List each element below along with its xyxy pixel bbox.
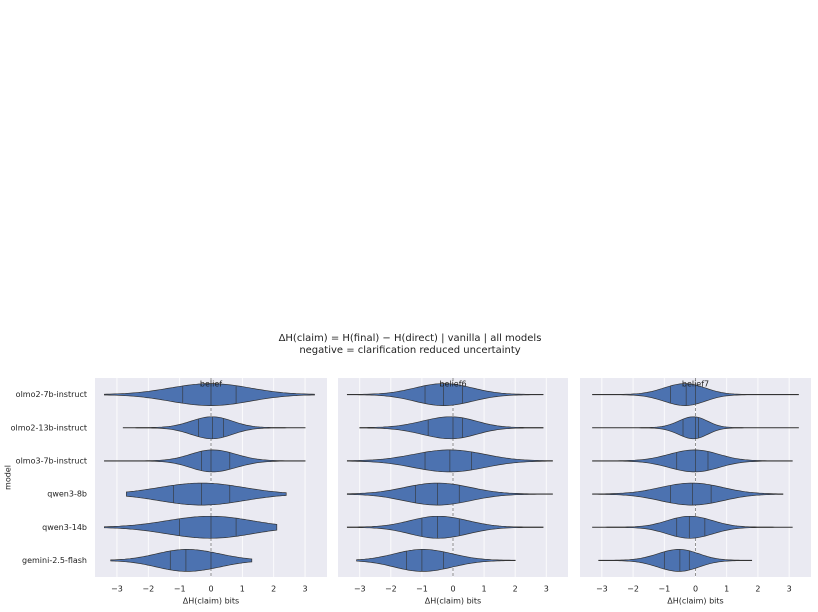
violin (104, 383, 315, 406)
x-tick-label: 1 (240, 585, 245, 594)
violin (104, 449, 306, 473)
violin (104, 515, 278, 539)
violin (598, 549, 753, 572)
chart-title: ΔH(claim) = H(final) − H(direct) | vanil… (279, 333, 542, 344)
x-tick-label: 0 (208, 585, 213, 594)
y-tick-label: qwen3-8b (47, 490, 87, 499)
x-tick-label: −1 (174, 585, 186, 594)
x-tick-label: −2 (142, 585, 154, 594)
x-tick-label: 1 (724, 585, 729, 594)
panel-title: belief7 (682, 380, 709, 389)
panel-title: belief6 (439, 380, 466, 389)
x-axis-label: ΔH(claim) bits (425, 597, 481, 606)
violin (359, 416, 544, 440)
chart-subtitle: negative = clarification reduced uncerta… (299, 345, 520, 356)
y-tick-label: qwen3-14b (42, 523, 87, 532)
x-tick-label: 2 (513, 585, 518, 594)
y-tick-label: olmo2-13b-instruct (11, 423, 87, 432)
x-tick-label: −2 (385, 585, 397, 594)
violin (592, 515, 793, 539)
y-axis-label: model (4, 465, 13, 490)
y-tick-label: olmo3-7b-instruct (16, 456, 87, 465)
violin (122, 416, 306, 440)
violin (346, 515, 544, 539)
x-tick-label: −3 (111, 585, 123, 594)
x-tick-label: 3 (787, 585, 792, 594)
x-tick-label: 2 (271, 585, 276, 594)
x-tick-label: −1 (658, 585, 670, 594)
violin (126, 482, 287, 506)
y-tick-label: olmo2-7b-instruct (16, 390, 87, 399)
x-tick-label: −2 (627, 585, 639, 594)
panel-title: belief (200, 380, 222, 389)
x-tick-label: 3 (303, 585, 308, 594)
y-tick-label: gemini-2.5-flash (22, 556, 87, 565)
x-tick-label: 3 (544, 585, 549, 594)
x-tick-label: −1 (416, 585, 428, 594)
violin (110, 549, 253, 572)
violin (356, 549, 516, 572)
violin (346, 383, 544, 406)
x-axis-label: ΔH(claim) bits (667, 597, 723, 606)
x-tick-label: 0 (450, 585, 455, 594)
x-tick-label: 2 (755, 585, 760, 594)
violin (592, 449, 793, 473)
violin (592, 482, 784, 506)
x-tick-label: −3 (354, 585, 366, 594)
x-tick-label: −3 (596, 585, 608, 594)
x-tick-label: 0 (693, 585, 698, 594)
violin (346, 482, 553, 506)
x-axis-label: ΔH(claim) bits (183, 597, 239, 606)
x-tick-label: 1 (482, 585, 487, 594)
